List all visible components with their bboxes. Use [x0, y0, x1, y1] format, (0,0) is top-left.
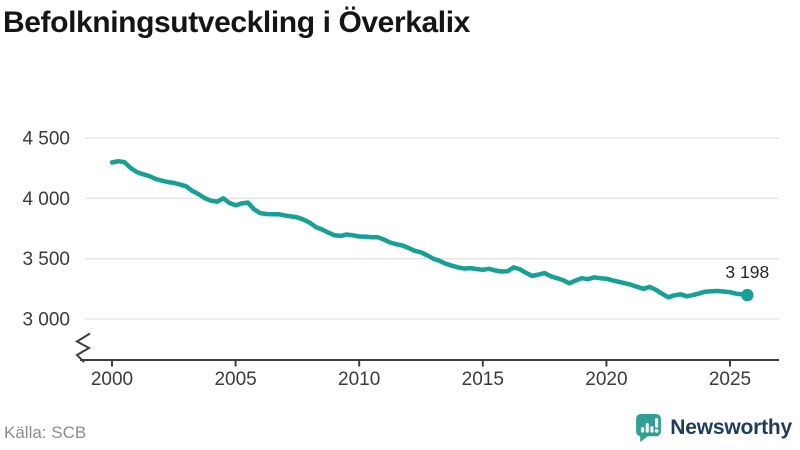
latest-value-label: 3 198	[725, 262, 769, 282]
x-axis-tick-label: 2025	[709, 369, 751, 390]
newsworthy-logo-text: Newsworthy	[670, 416, 792, 439]
x-axis-tick-label: 2020	[585, 369, 627, 390]
x-axis-tick-label: 2005	[214, 369, 256, 390]
y-axis-tick-label: 3 500	[22, 249, 70, 270]
population-trend-line	[109, 158, 750, 300]
x-axis-tick-label: 2000	[91, 369, 133, 390]
x-axis-tick-label: 2015	[462, 369, 504, 390]
chart-title: Befolkningsutveckling i Överkalix	[3, 6, 470, 39]
source-note: Källa: SCB	[4, 423, 87, 442]
y-axis-tick-label: 4 000	[22, 189, 70, 210]
y-axis-break-icon	[75, 332, 92, 363]
x-axis-tick-label: 2010	[338, 369, 380, 390]
y-axis-tick-label: 3 000	[22, 310, 70, 331]
newsworthy-bubble-chart-icon	[636, 414, 662, 443]
y-axis-tick-label: 4 500	[22, 129, 70, 150]
newsworthy-logo: Newsworthy	[635, 413, 792, 443]
latest-value-dot	[741, 288, 754, 302]
